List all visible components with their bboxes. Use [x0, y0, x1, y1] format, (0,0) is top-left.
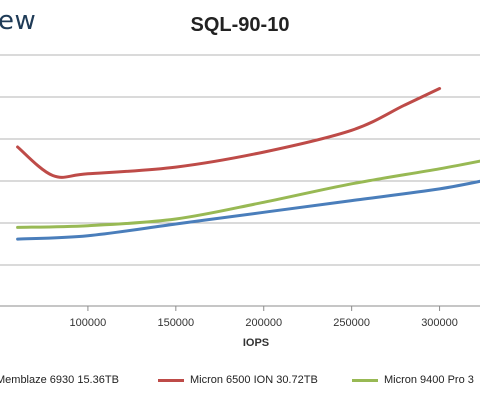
legend-label: Micron 9400 Pro 3 — [384, 374, 474, 386]
x-tick-label: 200000 — [245, 317, 282, 329]
legend-item-micron-9400: Micron 9400 Pro 3 — [352, 372, 474, 388]
series-line-micron-6500-ion-30-72tb — [16, 87, 442, 179]
x-tick-label: 100000 — [70, 317, 107, 329]
x-tick-label: 250000 — [333, 317, 370, 329]
brand-logo: ew — [0, 6, 37, 36]
chart-title: SQL-90-10 — [190, 14, 290, 36]
series-line-memblaze-6930-15-36tb — [16, 179, 480, 241]
legend-label: Micron 6500 ION 30.72TB — [190, 374, 318, 386]
x-tick-label: 300000 — [421, 317, 458, 329]
x-axis-ticks: 100000 150000 200000 250000 300000 — [70, 306, 458, 329]
series-lines — [16, 87, 480, 241]
legend-item-micron-6500: Micron 6500 ION 30.72TB — [158, 372, 318, 388]
legend-swatch — [352, 378, 378, 382]
x-axis-label: IOPS — [243, 337, 269, 349]
legend: Memblaze 6930 15.36TB Micron 6500 ION 30… — [0, 372, 480, 388]
x-tick-label: 150000 — [157, 317, 194, 329]
grid-lines — [0, 54, 480, 307]
legend-label: Memblaze 6930 15.36TB — [0, 374, 119, 386]
legend-item-memblaze: Memblaze 6930 15.36TB — [0, 372, 119, 388]
series-line-micron-9400-pro-3 — [16, 159, 480, 229]
legend-swatch — [158, 378, 184, 382]
